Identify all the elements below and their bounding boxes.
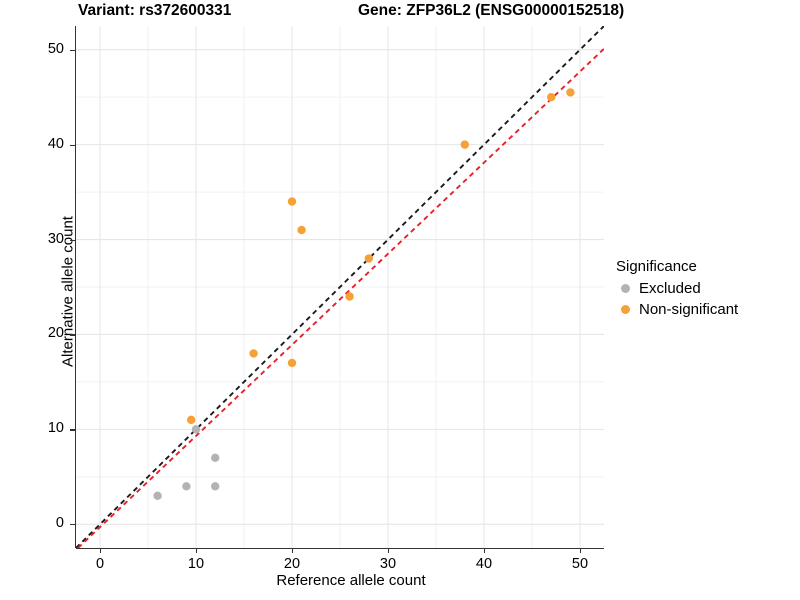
x-tick-label: 40 <box>475 556 493 572</box>
variant-title: Variant: rs372600331 <box>78 2 232 19</box>
legend-key <box>616 300 635 319</box>
y-tick-label: 50 <box>47 40 64 57</box>
plot-panel <box>76 26 604 548</box>
y-axis-line <box>74 26 76 548</box>
y-tick-mark <box>70 49 75 51</box>
legend-item-non-significant: Non-significant <box>616 299 796 320</box>
y-tick-label: 0 <box>55 515 64 532</box>
x-tick-mark <box>388 548 390 553</box>
legend-label: Excluded <box>639 280 701 297</box>
data-point <box>297 225 306 235</box>
gene-title: Gene: ZFP36L2 (ENSG00000152518) <box>358 2 625 19</box>
legend-dot-icon <box>621 305 630 314</box>
data-point <box>287 197 297 206</box>
x-tick-label: 50 <box>571 556 589 572</box>
x-tick-mark <box>484 548 486 553</box>
legend-item-excluded: Excluded <box>616 278 796 299</box>
y-tick-mark <box>70 429 75 431</box>
data-point <box>182 482 191 491</box>
plot-canvas <box>76 26 604 548</box>
x-tick-mark <box>580 548 582 553</box>
legend-dot-icon <box>621 284 630 293</box>
data-point <box>364 254 373 263</box>
y-tick-mark <box>70 524 75 526</box>
y-tick-label: 40 <box>47 135 64 152</box>
legend-items: Excluded Non-significant <box>616 278 796 320</box>
data-point <box>211 453 220 463</box>
x-tick-label: 30 <box>379 556 397 572</box>
reference-line-fit <box>77 48 604 548</box>
y-tick-label: 20 <box>47 325 64 342</box>
x-tick-label: 0 <box>95 556 105 572</box>
data-point <box>345 292 354 301</box>
y-tick-mark <box>70 334 75 336</box>
x-tick-label: 20 <box>283 556 301 572</box>
data-point <box>191 425 201 434</box>
x-tick-mark <box>100 548 102 553</box>
data-point <box>547 92 556 102</box>
y-tick-mark <box>70 239 75 241</box>
data-point <box>187 415 196 425</box>
legend-title: Significance <box>616 258 697 275</box>
legend-label: Non-significant <box>639 301 739 318</box>
data-point <box>249 349 258 358</box>
legend: Significance Excluded Non-significant <box>616 258 796 320</box>
y-tick-label: 30 <box>47 230 64 247</box>
x-axis-title: Reference allele count <box>276 572 426 589</box>
x-tick-label: 10 <box>187 556 205 572</box>
data-point <box>211 482 220 491</box>
legend-key <box>616 279 635 298</box>
reference-line-identity <box>76 26 604 548</box>
data-point <box>460 140 469 149</box>
x-tick-mark <box>292 548 294 553</box>
y-tick-mark <box>70 144 75 146</box>
data-point <box>153 491 162 500</box>
y-tick-label: 10 <box>47 420 64 437</box>
x-axis-line <box>76 548 604 550</box>
x-tick-mark <box>196 548 198 553</box>
data-point <box>287 358 297 368</box>
data-point <box>566 88 575 97</box>
title-row: Variant: rs372600331 Gene: ZFP36L2 (ENSG… <box>0 0 800 30</box>
